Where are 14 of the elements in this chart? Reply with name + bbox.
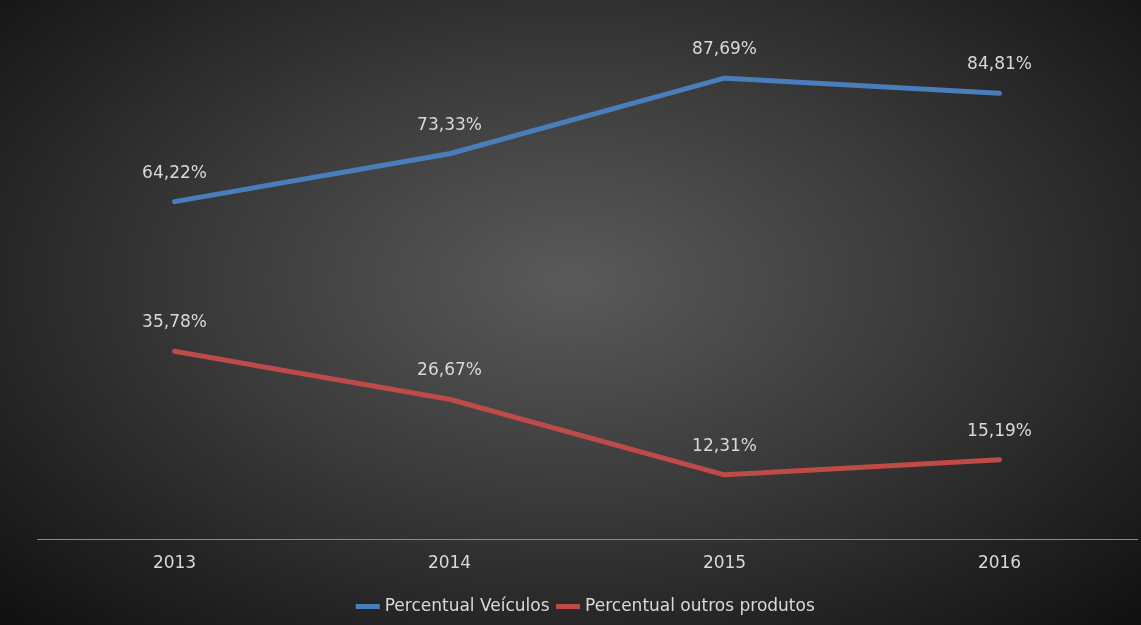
data-label: 35,78% (142, 311, 207, 332)
data-label: 64,22% (142, 161, 207, 182)
data-label: 15,19% (967, 419, 1032, 440)
data-label: 12,31% (692, 434, 757, 455)
legend-label: Percentual Veículos (384, 594, 550, 615)
data-label: 73,33% (417, 113, 482, 134)
legend-label: Percentual outros produtos (585, 594, 815, 615)
x-tick-label: 2014 (427, 552, 472, 573)
x-tick-label: 2015 (702, 552, 747, 573)
data-label: 26,67% (417, 359, 482, 380)
x-tick-label: 2016 (977, 552, 1022, 573)
data-label: 87,69% (692, 38, 757, 59)
data-label: 84,81% (967, 53, 1032, 74)
x-tick-label: 2013 (152, 552, 197, 573)
